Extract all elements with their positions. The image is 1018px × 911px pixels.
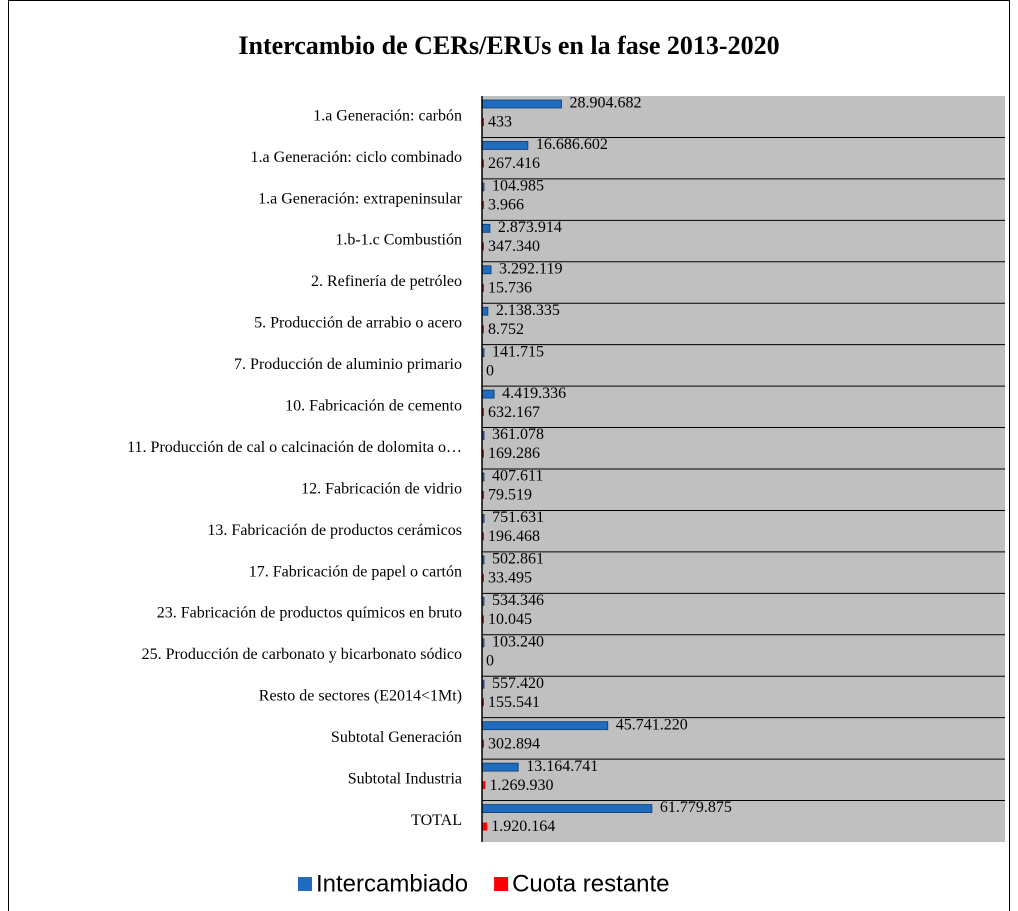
legend-label: Intercambiado xyxy=(316,870,468,897)
y-tick-label: 23. Fabricación de productos químicos en… xyxy=(157,605,462,622)
bar xyxy=(481,762,519,772)
bar xyxy=(482,739,484,748)
value-label: 2.873.914 xyxy=(498,219,562,236)
value-label: 3.966 xyxy=(488,197,524,214)
y-tick-label: Resto de sectores (E2014<1Mt) xyxy=(259,688,462,705)
value-label: 10.045 xyxy=(488,611,532,628)
legend-swatch xyxy=(298,877,312,891)
value-label: 16.686.602 xyxy=(536,136,608,153)
y-tick-label: 25. Producción de carbonato y bicarbonat… xyxy=(142,646,462,663)
y-tick-label: 5. Producción de arrabio o acero xyxy=(254,315,462,332)
y-tick-label: Subtotal Industria xyxy=(348,771,462,788)
value-label: 267.416 xyxy=(488,155,540,172)
bar xyxy=(482,781,486,790)
value-label: 15.736 xyxy=(488,279,532,296)
value-label: 103.240 xyxy=(492,633,544,650)
bar xyxy=(481,804,653,813)
bar xyxy=(482,283,484,292)
value-label: 1.269.930 xyxy=(489,777,553,794)
value-label: 0 xyxy=(486,362,494,379)
y-tick-label: 1.a Generación: extrapeninsular xyxy=(258,190,463,207)
bar xyxy=(482,615,484,624)
value-label: 0 xyxy=(486,652,494,669)
y-tick-label: TOTAL xyxy=(411,812,462,829)
value-label: 347.340 xyxy=(488,238,540,255)
value-label: 79.519 xyxy=(488,487,532,504)
bar xyxy=(481,306,489,316)
y-tick-label: 1.b-1.c Combustión xyxy=(335,232,462,249)
y-tick-label: 11. Producción de cal o calcinación de d… xyxy=(127,439,462,456)
value-label: 196.468 xyxy=(488,528,540,545)
y-tick-label: 2. Refinería de petróleo xyxy=(311,273,462,290)
bar xyxy=(481,721,609,731)
bar xyxy=(482,408,484,417)
bar xyxy=(481,389,495,399)
bar xyxy=(482,200,484,209)
bar xyxy=(482,532,484,541)
y-tick-label: 1.a Generación: ciclo combinado xyxy=(251,149,462,166)
value-label: 407.611 xyxy=(492,468,543,485)
y-tick-label: 17. Fabricación de papel o cartón xyxy=(249,563,462,580)
bar xyxy=(481,265,492,275)
value-label: 8.752 xyxy=(488,321,524,338)
value-label: 557.420 xyxy=(492,675,544,692)
y-tick-label: 13. Fabricación de productos cerámicos xyxy=(207,522,462,539)
y-tick-label: 10. Fabricación de cemento xyxy=(285,398,462,415)
bar xyxy=(482,242,484,251)
bar xyxy=(482,449,484,458)
value-label: 534.346 xyxy=(492,592,544,609)
bar xyxy=(481,99,562,109)
value-label: 502.861 xyxy=(492,551,544,568)
y-tick-label: 1.a Generación: carbón xyxy=(313,107,462,124)
value-label: 3.292.119 xyxy=(499,260,562,277)
value-label: 28.904.682 xyxy=(569,95,641,112)
value-label: 13.164.741 xyxy=(526,758,598,775)
y-tick-label: 12. Fabricación de vidrio xyxy=(301,480,462,497)
value-label: 155.541 xyxy=(488,694,540,711)
bar xyxy=(482,491,484,499)
bar xyxy=(482,698,484,707)
bar xyxy=(481,141,529,150)
value-label: 632.167 xyxy=(488,404,540,421)
legend-swatch xyxy=(494,877,509,891)
value-label: 1.920.164 xyxy=(491,818,555,835)
y-tick-label: Subtotal Generación xyxy=(331,729,462,746)
value-label: 141.715 xyxy=(492,343,544,360)
bar xyxy=(482,159,484,168)
value-label: 33.495 xyxy=(488,570,532,587)
bar xyxy=(482,118,484,126)
bar xyxy=(481,223,491,233)
value-label: 4.419.336 xyxy=(502,385,566,402)
value-label: 2.138.335 xyxy=(496,302,560,319)
value-label: 61.779.875 xyxy=(660,799,732,816)
value-label: 361.078 xyxy=(492,426,544,443)
bar xyxy=(482,325,484,334)
value-label: 302.894 xyxy=(488,735,540,752)
bar xyxy=(482,573,484,582)
value-label: 433 xyxy=(488,114,512,131)
value-label: 45.741.220 xyxy=(616,716,688,733)
y-tick-label: 7. Producción de aluminio primario xyxy=(234,356,462,373)
value-label: 751.631 xyxy=(492,509,544,526)
value-label: 104.985 xyxy=(492,178,544,195)
legend-label: Cuota restante xyxy=(512,870,669,897)
chart-title: Intercambio de CERs/ERUs en la fase 2013… xyxy=(238,31,779,60)
bar xyxy=(482,822,488,831)
value-label: 169.286 xyxy=(488,445,540,462)
